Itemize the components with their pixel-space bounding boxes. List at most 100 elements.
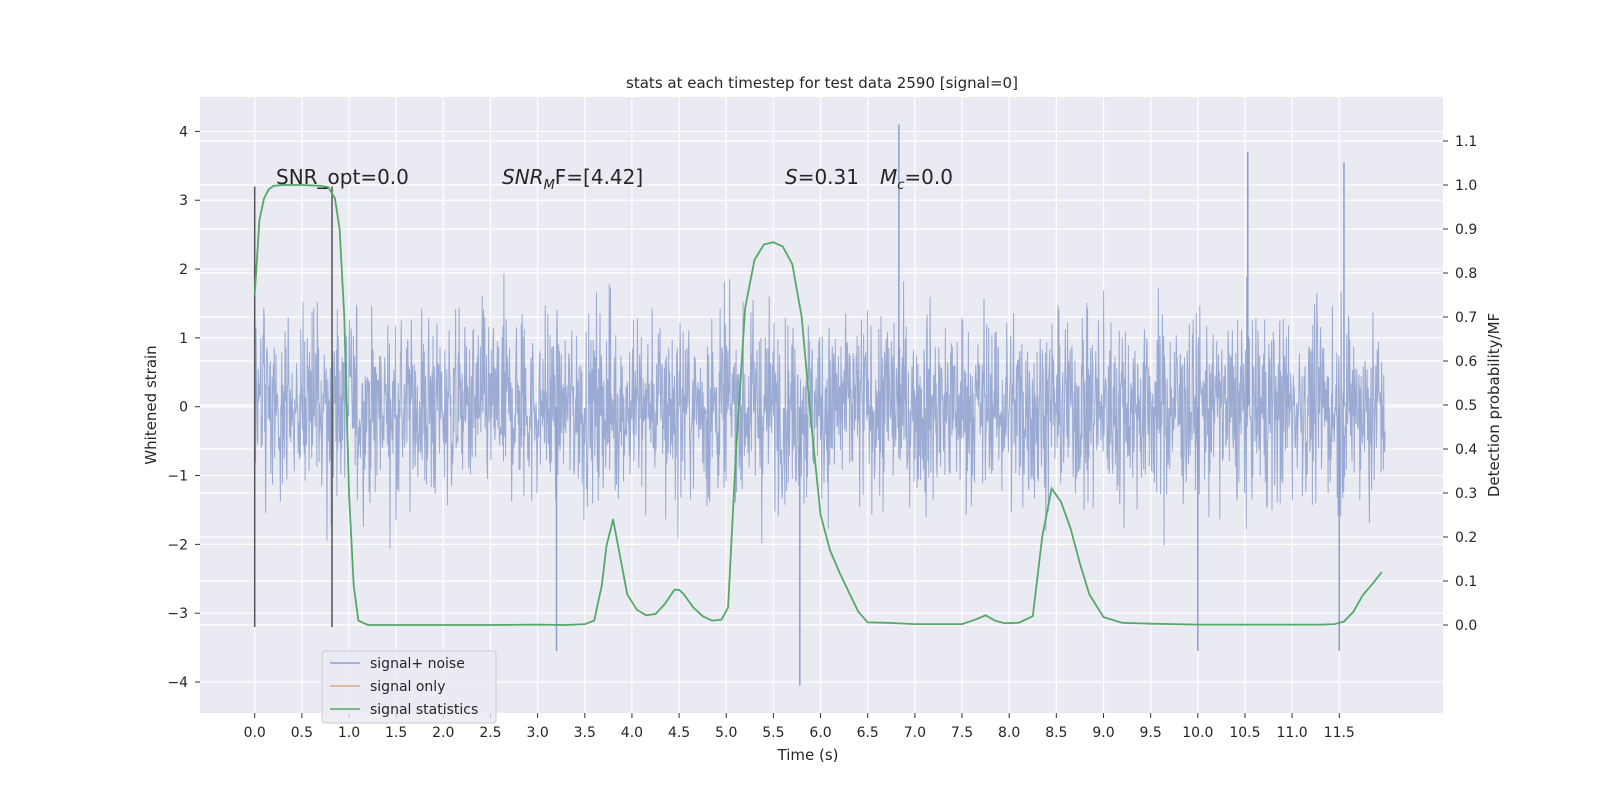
- legend-label-signal-noise: signal+ noise: [370, 656, 465, 672]
- x-tick-label: 9.0: [1092, 725, 1114, 741]
- left-y-tick-label: 0: [179, 400, 188, 416]
- annotation-s-label: S: [785, 165, 798, 189]
- statistics-point: [1121, 622, 1123, 624]
- statistics-point: [367, 624, 369, 626]
- x-tick-label: 4.0: [621, 725, 643, 741]
- statistics-point: [1333, 623, 1336, 625]
- annotation-s: S=0.31: [785, 165, 859, 189]
- right-y-tick-label: 0.8: [1455, 266, 1477, 282]
- x-tick-label: 6.0: [809, 725, 831, 741]
- annotation-mc: Mc=0.0: [880, 165, 953, 193]
- statistics-point: [984, 614, 987, 616]
- right-y-tick-label: 0.1: [1455, 574, 1477, 590]
- left-y-axis-label: Whitened strain: [142, 345, 160, 464]
- left-y-tick-label: −2: [167, 537, 188, 553]
- x-tick-label: 4.5: [668, 725, 690, 741]
- statistics-point: [914, 623, 916, 625]
- right-y-tick-label: 0.7: [1455, 310, 1477, 326]
- left-y-tick-label: 2: [179, 262, 188, 278]
- statistics-point: [885, 622, 888, 624]
- right-y-tick-label: 0.3: [1455, 486, 1477, 502]
- x-tick-label: 1.0: [338, 725, 360, 741]
- statistics-point: [678, 589, 680, 591]
- statistics-point: [612, 518, 614, 521]
- window-markers: [253, 186, 333, 627]
- statistics-point: [272, 185, 275, 187]
- right-y-tick-label: 0.2: [1455, 530, 1477, 546]
- statistics-point: [744, 307, 746, 309]
- right-y-tick-label: 0.9: [1455, 222, 1477, 238]
- statistics-point: [961, 623, 963, 625]
- statistics-point: [1197, 623, 1199, 626]
- x-tick-label: 2.0: [432, 725, 454, 741]
- right-y-axis-label: Detection probability/MF: [1485, 313, 1503, 497]
- right-y-tick-label: 0.5: [1455, 398, 1477, 414]
- statistics-point: [1069, 527, 1072, 529]
- statistics-point: [282, 184, 284, 186]
- legend: signal+ noise signal only signal statist…: [321, 650, 497, 724]
- annotation-mc-value: =0.0: [904, 165, 953, 189]
- x-tick-label: 5.0: [715, 725, 737, 741]
- legend-label-signal-only: signal only: [370, 679, 445, 695]
- statistics-point: [711, 620, 713, 622]
- statistics-point: [810, 422, 812, 424]
- statistics-point: [626, 593, 628, 595]
- statistics-point: [1244, 623, 1246, 626]
- statistics-point: [664, 603, 666, 605]
- x-axis-ticks: 0.0 0.5 1.0 1.5 2.0 2.5 3.0 3.5 4.0 4.5 5.0 5.5 6.0 6…: [244, 713, 1355, 741]
- left-y-tick-label: −1: [167, 469, 188, 485]
- statistics-point: [1343, 620, 1345, 623]
- legend-label-signal-statistics: signal statistics: [370, 702, 478, 718]
- statistics-point: [334, 197, 336, 199]
- statistics-point: [1041, 536, 1043, 538]
- statistics-point: [254, 294, 256, 296]
- statistics-point: [565, 624, 567, 626]
- x-tick-label: 6.5: [857, 725, 879, 741]
- statistics-point: [1018, 622, 1020, 624]
- statistics-point: [720, 619, 723, 621]
- x-tick-label: 8.5: [1045, 725, 1067, 741]
- x-tick-label: 2.5: [479, 725, 501, 741]
- statistics-point: [584, 623, 586, 625]
- signal-statistics-points: [254, 184, 1383, 626]
- right-y-tick-label: 0.4: [1455, 442, 1477, 458]
- right-y-tick-label: 1.0: [1455, 178, 1477, 194]
- statistics-point: [268, 188, 270, 190]
- chart-title: stats at each timestep for test data 259…: [626, 74, 1018, 92]
- statistics-point: [692, 606, 694, 609]
- signal-noise-series: [254, 273, 1386, 549]
- x-tick-label: 8.0: [998, 725, 1020, 741]
- statistics-point: [1319, 623, 1321, 626]
- x-tick-label: 7.5: [951, 725, 973, 741]
- annotation-mc-sub: c: [897, 178, 904, 193]
- right-y-axis-ticks: 0.0 0.1 0.2 0.3 0.4 0.5 0.6 0.7 0.8 0.9 1.0 1.1: [1443, 134, 1477, 634]
- statistics-point: [442, 624, 444, 626]
- statistics-point: [357, 620, 360, 622]
- annotation-s-value: =0.31: [798, 165, 859, 189]
- left-y-tick-label: 4: [179, 124, 188, 140]
- statistics-point: [1102, 616, 1105, 618]
- x-tick-label: 11.0: [1277, 725, 1308, 741]
- right-y-tick-label: 1.1: [1455, 134, 1477, 150]
- signal-noise-spikes: [555, 124, 1345, 686]
- statistics-point: [258, 219, 261, 221]
- statistics-point: [301, 184, 303, 186]
- statistics-point: [601, 584, 603, 587]
- statistics-point: [353, 584, 355, 587]
- annotation-snr-mf-value: F=[4.42]: [555, 165, 643, 189]
- statistics-point: [975, 618, 977, 620]
- x-axis-label: Time (s): [777, 746, 839, 764]
- statistics-point: [829, 549, 831, 551]
- statistics-point: [338, 228, 341, 230]
- left-y-tick-label: −4: [167, 675, 188, 691]
- annotation-snr-mf: SNRMF=[4.42]: [502, 165, 643, 193]
- x-tick-label: 9.5: [1140, 725, 1162, 741]
- statistics-point: [1060, 501, 1062, 503]
- statistics-point: [1003, 622, 1006, 624]
- x-tick-label: 5.5: [762, 725, 784, 741]
- x-tick-label: 11.5: [1324, 725, 1355, 741]
- statistics-point: [1079, 562, 1081, 565]
- annotation-snr-opt: SNR_opt=0.0: [276, 165, 409, 189]
- left-y-tick-label: −3: [167, 606, 188, 622]
- statistics-point: [838, 571, 841, 573]
